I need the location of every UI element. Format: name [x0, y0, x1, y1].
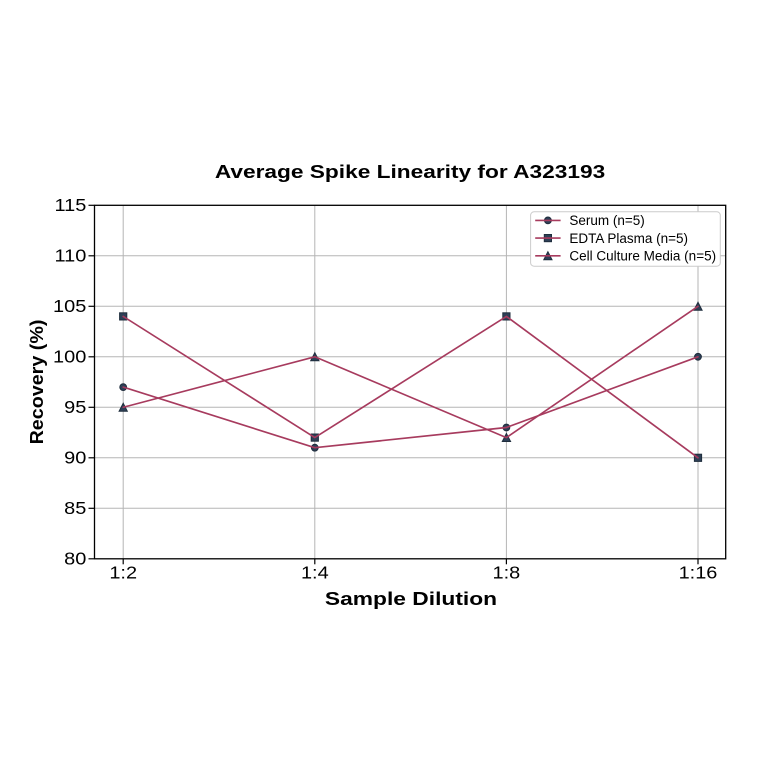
svg-text:1:16: 1:16 — [679, 563, 718, 583]
svg-text:Sample Dilution: Sample Dilution — [325, 589, 497, 609]
svg-text:EDTA Plasma (n=5): EDTA Plasma (n=5) — [569, 231, 688, 246]
svg-text:Average Spike Linearity for A3: Average Spike Linearity for A323193 — [215, 162, 605, 183]
svg-text:115: 115 — [55, 195, 87, 215]
svg-text:85: 85 — [64, 498, 86, 518]
svg-text:105: 105 — [53, 296, 86, 316]
svg-text:Cell Culture Media (n=5): Cell Culture Media (n=5) — [569, 249, 716, 264]
svg-text:80: 80 — [64, 549, 86, 569]
svg-text:1:4: 1:4 — [301, 563, 329, 583]
svg-text:100: 100 — [53, 347, 86, 367]
svg-text:Serum (n=5): Serum (n=5) — [569, 213, 644, 228]
svg-text:1:2: 1:2 — [109, 563, 137, 583]
svg-text:Recovery (%): Recovery (%) — [28, 320, 48, 445]
svg-text:95: 95 — [64, 397, 86, 417]
svg-text:110: 110 — [55, 246, 87, 266]
svg-text:1:8: 1:8 — [493, 563, 521, 583]
svg-text:90: 90 — [64, 448, 86, 468]
